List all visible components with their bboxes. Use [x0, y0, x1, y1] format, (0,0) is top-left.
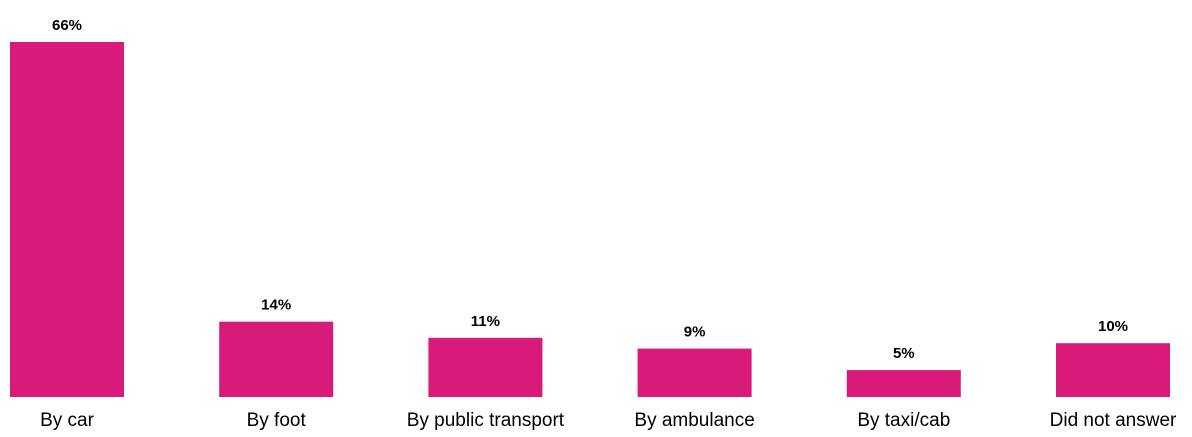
- category-labels-layer: By car By foot By public transport By ambul…: [40, 410, 1177, 431]
- data-label-0: 66%: [52, 17, 82, 34]
- bar-4: [846, 370, 961, 397]
- category-label-1: By foot: [247, 410, 307, 431]
- data-label-2: 11%: [471, 313, 500, 330]
- data-label-4: 5%: [893, 345, 915, 362]
- category-label-4: By taxi/cab: [857, 410, 950, 431]
- category-label-3: By ambulance: [634, 410, 754, 431]
- data-labels-layer: 66% 14% 11% 9% 5% 10%: [52, 17, 1128, 362]
- bar-3: [637, 348, 752, 397]
- data-label-3: 9%: [684, 324, 706, 341]
- bar-0: [10, 42, 124, 397]
- bar-2: [428, 337, 543, 397]
- data-label-1: 14%: [261, 297, 291, 314]
- bar-1: [219, 321, 334, 397]
- category-label-2: By public transport: [407, 410, 565, 431]
- bar-5: [1056, 343, 1170, 397]
- bars-layer: [10, 42, 1170, 397]
- category-label-0: By car: [40, 410, 95, 431]
- data-label-5: 10%: [1098, 318, 1128, 335]
- category-label-5: Did not answer: [1050, 410, 1177, 431]
